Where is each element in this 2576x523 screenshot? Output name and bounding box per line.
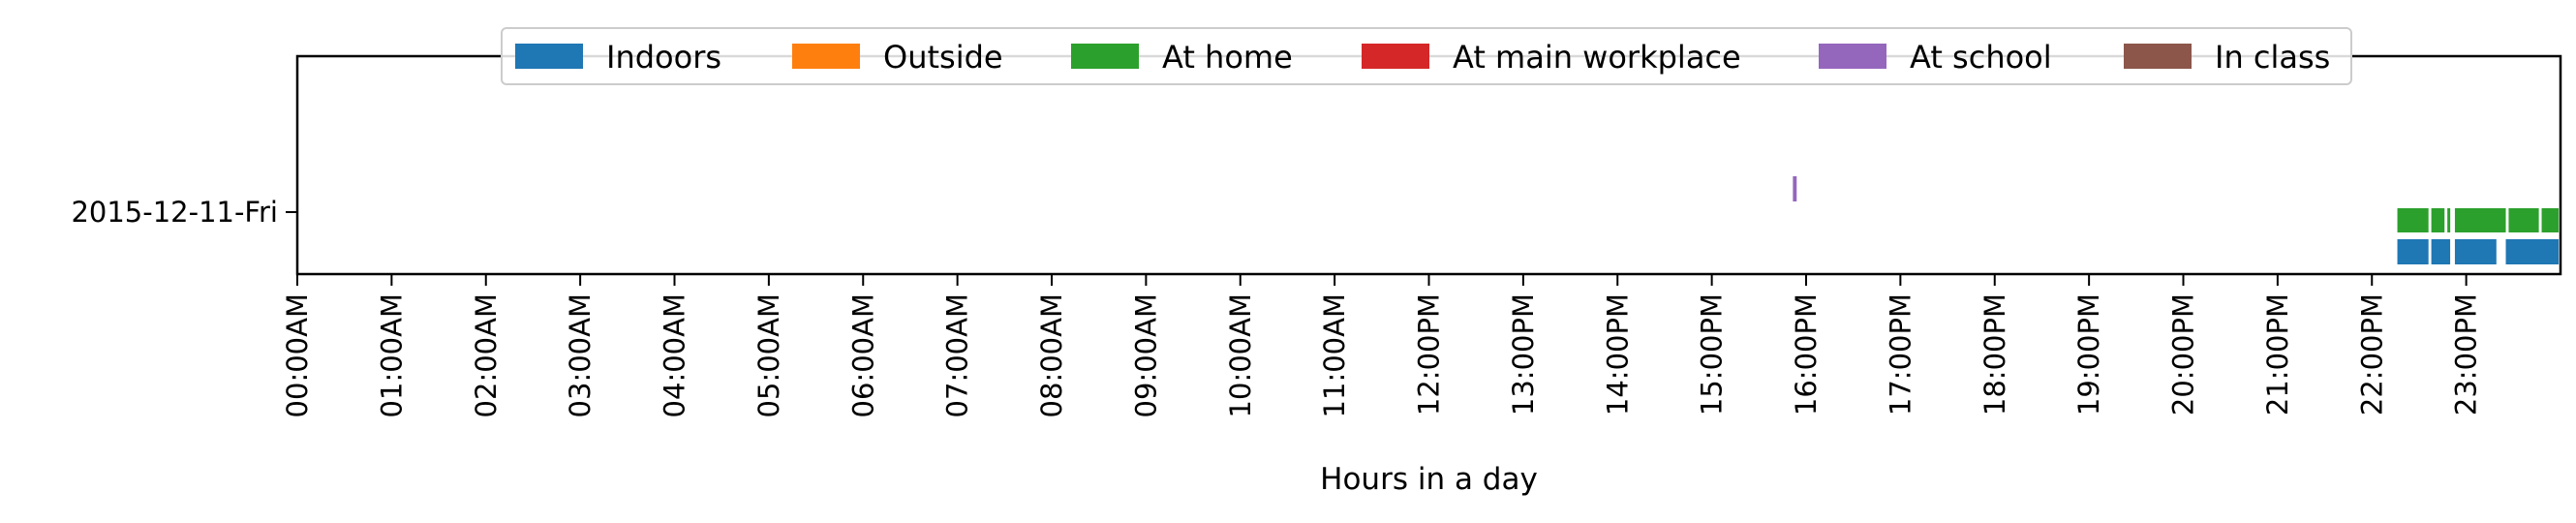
legend-swatch-at-home bbox=[1071, 44, 1139, 69]
x-tick-label: 18:00PM bbox=[1978, 293, 2011, 415]
legend-swatch-at-school bbox=[1819, 44, 1886, 69]
x-tick-label: 13:00PM bbox=[1507, 293, 1540, 415]
indoors-bar bbox=[2454, 239, 2497, 264]
legend: Indoors Outside At home At main workplace At… bbox=[501, 27, 2352, 85]
x-tick-label: 07:00AM bbox=[941, 293, 974, 417]
x-axis-label: Hours in a day bbox=[1320, 462, 1538, 497]
at-home-bar bbox=[2454, 208, 2506, 232]
at-home-bar bbox=[2508, 208, 2539, 232]
legend-swatch-outside bbox=[792, 44, 860, 69]
x-tick-label: 15:00PM bbox=[1696, 293, 1729, 415]
legend-swatch-indoors bbox=[515, 44, 583, 69]
x-tick-label: 21:00PM bbox=[2261, 293, 2294, 415]
legend-label-at-home: At home bbox=[1162, 39, 1293, 76]
activity-bars bbox=[1793, 176, 2560, 264]
legend-label-at-main-workplace: At main workplace bbox=[1453, 39, 1741, 76]
legend-label-outside: Outside bbox=[883, 39, 1003, 76]
x-tick-label: 14:00PM bbox=[1601, 293, 1634, 415]
x-tick-label: 17:00PM bbox=[1884, 293, 1917, 415]
x-tick-label: 05:00AM bbox=[752, 293, 785, 417]
x-tick-label: 20:00PM bbox=[2167, 293, 2200, 415]
x-tick-label: 16:00PM bbox=[1790, 293, 1823, 415]
x-tick-label: 04:00AM bbox=[659, 293, 691, 417]
at-home-bar bbox=[2431, 208, 2445, 232]
legend-label-in-class: In class bbox=[2215, 39, 2330, 76]
x-tick-label: 01:00AM bbox=[375, 293, 408, 417]
legend-swatch-at-main-workplace bbox=[1362, 44, 1429, 69]
x-tick-label: 19:00PM bbox=[2072, 293, 2105, 415]
x-tick-label: 00:00AM bbox=[281, 293, 314, 417]
x-tick-label: 03:00AM bbox=[564, 293, 597, 417]
x-tick-label: 06:00AM bbox=[846, 293, 879, 417]
x-tick-label: 12:00PM bbox=[1413, 293, 1446, 415]
x-tick-label: 02:00AM bbox=[470, 293, 503, 417]
x-tick-label: 10:00AM bbox=[1224, 293, 1257, 417]
at-school-bar bbox=[1793, 176, 1797, 201]
x-tick-label: 22:00PM bbox=[2355, 293, 2388, 415]
x-tick-label: 23:00PM bbox=[2450, 293, 2483, 415]
indoors-bar bbox=[2505, 239, 2560, 264]
x-axis: 00:00AM 01:00AM 02:00AM 03:00AM 04:00AM 05:00… bbox=[281, 274, 2483, 417]
legend-swatch-in-class bbox=[2124, 44, 2192, 69]
plot-area-frame bbox=[295, 54, 2562, 276]
indoors-bar bbox=[2397, 239, 2429, 264]
x-tick-label: 09:00AM bbox=[1129, 293, 1162, 417]
y-axis: 2015-12-11-Fri bbox=[71, 196, 297, 229]
at-home-bar bbox=[2397, 208, 2429, 232]
at-home-bar bbox=[2447, 208, 2451, 232]
legend-label-at-school: At school bbox=[1910, 39, 2052, 76]
legend-label-indoors: Indoors bbox=[606, 39, 721, 76]
at-home-bar bbox=[2541, 208, 2560, 232]
y-tick-label: 2015-12-11-Fri bbox=[71, 196, 278, 229]
x-tick-label: 08:00AM bbox=[1035, 293, 1068, 417]
indoors-bar bbox=[2431, 239, 2451, 264]
x-tick-label: 11:00AM bbox=[1318, 293, 1351, 417]
